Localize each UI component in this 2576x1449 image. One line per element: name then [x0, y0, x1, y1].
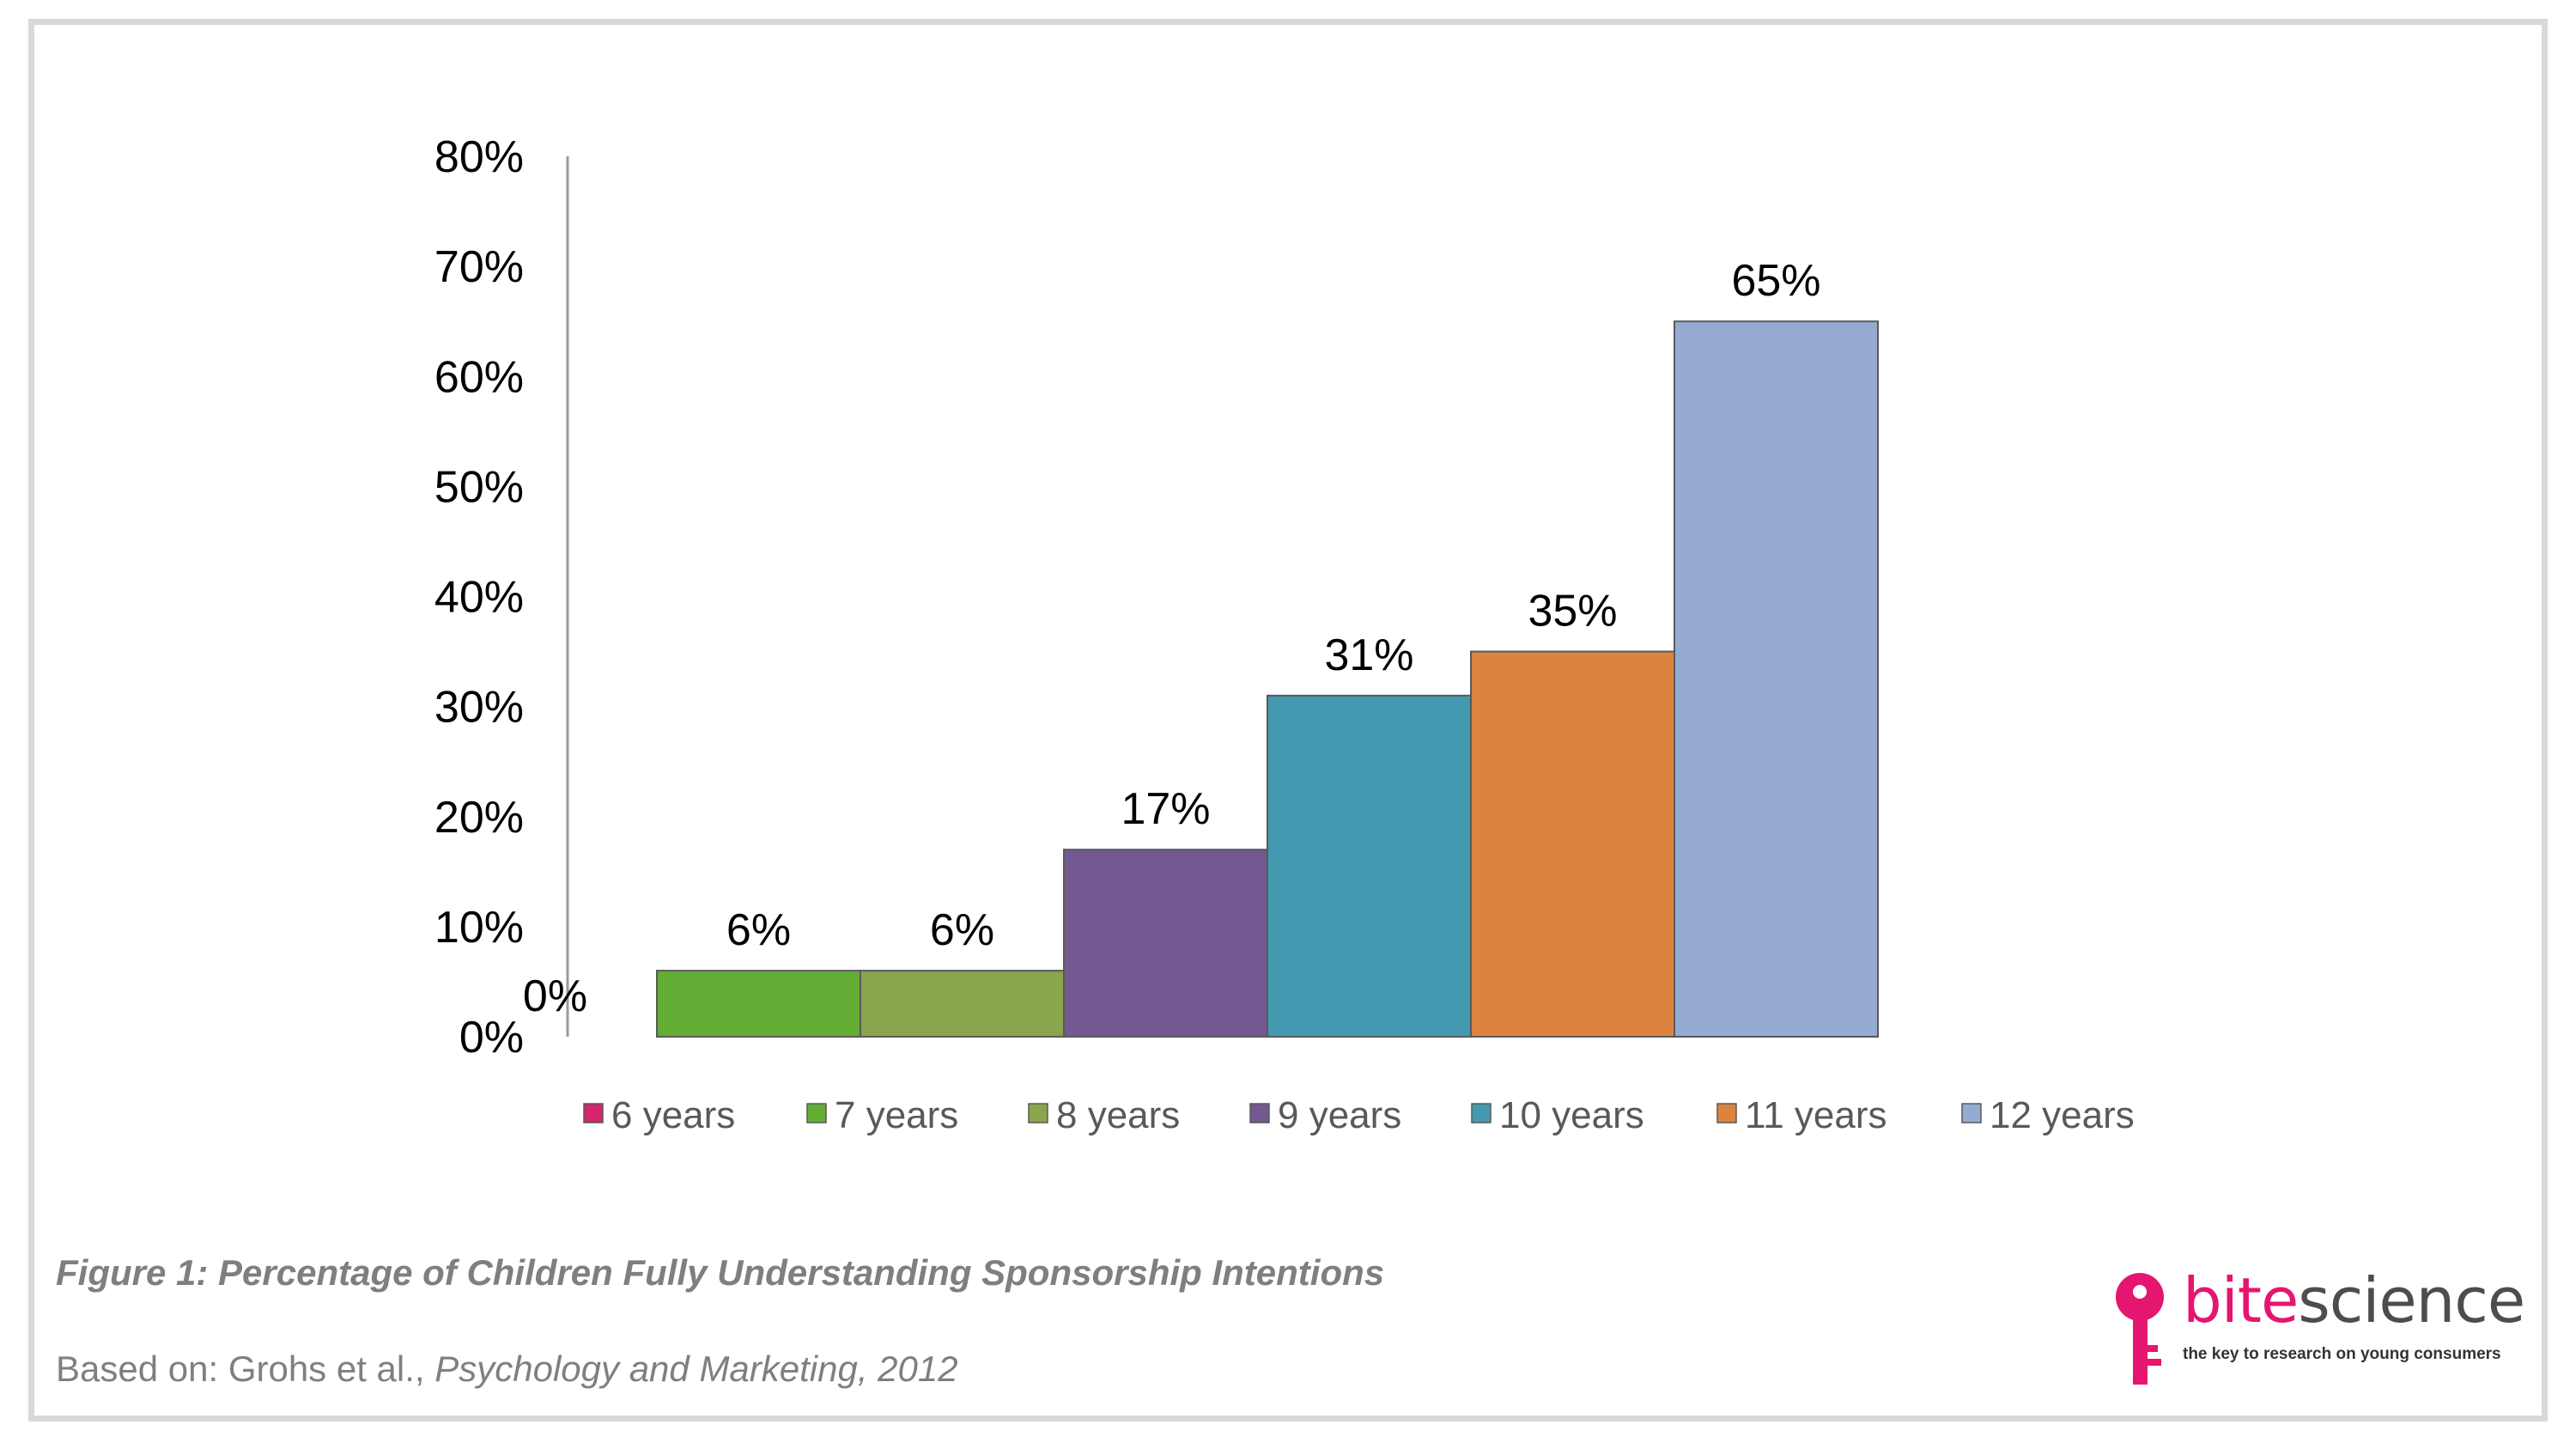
legend-swatch: [1961, 1103, 1982, 1123]
brand-name-part2: science: [2298, 1264, 2525, 1336]
legend: 6 years 7 years 8 years 9 years 10 years 11 y…: [583, 1094, 2135, 1136]
legend-swatch: [583, 1103, 604, 1123]
data-label: 0%: [523, 971, 587, 1021]
legend-label: 8 years: [1056, 1094, 1180, 1136]
data-label: 6%: [726, 905, 791, 955]
legend-label: 6 years: [611, 1094, 735, 1136]
legend-swatch: [1716, 1103, 1737, 1123]
legend-label: 7 years: [835, 1094, 958, 1136]
bar: [860, 970, 1065, 1038]
legend-label: 11 years: [1745, 1094, 1887, 1136]
y-tick-label: 20%: [434, 793, 524, 843]
figure-caption: Figure 1: Percentage of Children Fully U…: [56, 1252, 1385, 1293]
data-label: 6%: [930, 905, 994, 955]
bar: [1267, 694, 1472, 1038]
key-icon: [2116, 1273, 2164, 1385]
y-tick-label: 0%: [459, 1013, 524, 1062]
brand-name: bitescience: [2183, 1269, 2525, 1331]
data-label: 31%: [1324, 630, 1413, 680]
bitescience-logo: bitescience the key to research on young…: [2114, 1269, 2526, 1390]
data-label: 35%: [1528, 587, 1617, 636]
bar-chart: 0% 10% 20% 30% 40% 50% 60% 70% 80% 0% 6% 6% 17% 31% 3…: [434, 132, 2135, 1136]
bar: [1674, 320, 1879, 1038]
legend-swatch: [1249, 1103, 1270, 1123]
source-prefix: Based on: Grohs et al.,: [56, 1349, 435, 1389]
bar: [1063, 849, 1268, 1038]
legend-label: 12 years: [1990, 1094, 2135, 1136]
brand-name-part1: bite: [2183, 1264, 2299, 1336]
brand-tagline: the key to research on young consumers: [2183, 1345, 2501, 1363]
y-tick-label: 50%: [434, 462, 524, 512]
legend-swatch: [806, 1103, 827, 1123]
y-tick-label: 40%: [434, 573, 524, 623]
legend-swatch: [1471, 1103, 1492, 1123]
y-tick-label: 80%: [434, 132, 524, 182]
data-label: 65%: [1731, 256, 1820, 306]
y-tick-label: 60%: [434, 352, 524, 402]
y-tick-label: 10%: [434, 903, 524, 953]
bars: [656, 320, 1879, 1038]
source-citation: Based on: Grohs et al., Psychology and M…: [56, 1349, 958, 1390]
source-journal: Psychology and Marketing, 2012: [434, 1349, 958, 1389]
bar: [1470, 650, 1675, 1038]
legend-swatch: [1028, 1103, 1048, 1123]
y-tick-label: 30%: [434, 683, 524, 733]
legend-label: 9 years: [1278, 1094, 1401, 1136]
data-label: 17%: [1121, 784, 1210, 834]
bar: [656, 970, 861, 1038]
legend-label: 10 years: [1499, 1094, 1644, 1136]
y-tick-label: 70%: [434, 242, 524, 292]
y-axis: 0% 10% 20% 30% 40% 50% 60% 70% 80%: [434, 132, 569, 1062]
data-labels: 0% 6% 6% 17% 31% 35% 65%: [523, 256, 1821, 1021]
